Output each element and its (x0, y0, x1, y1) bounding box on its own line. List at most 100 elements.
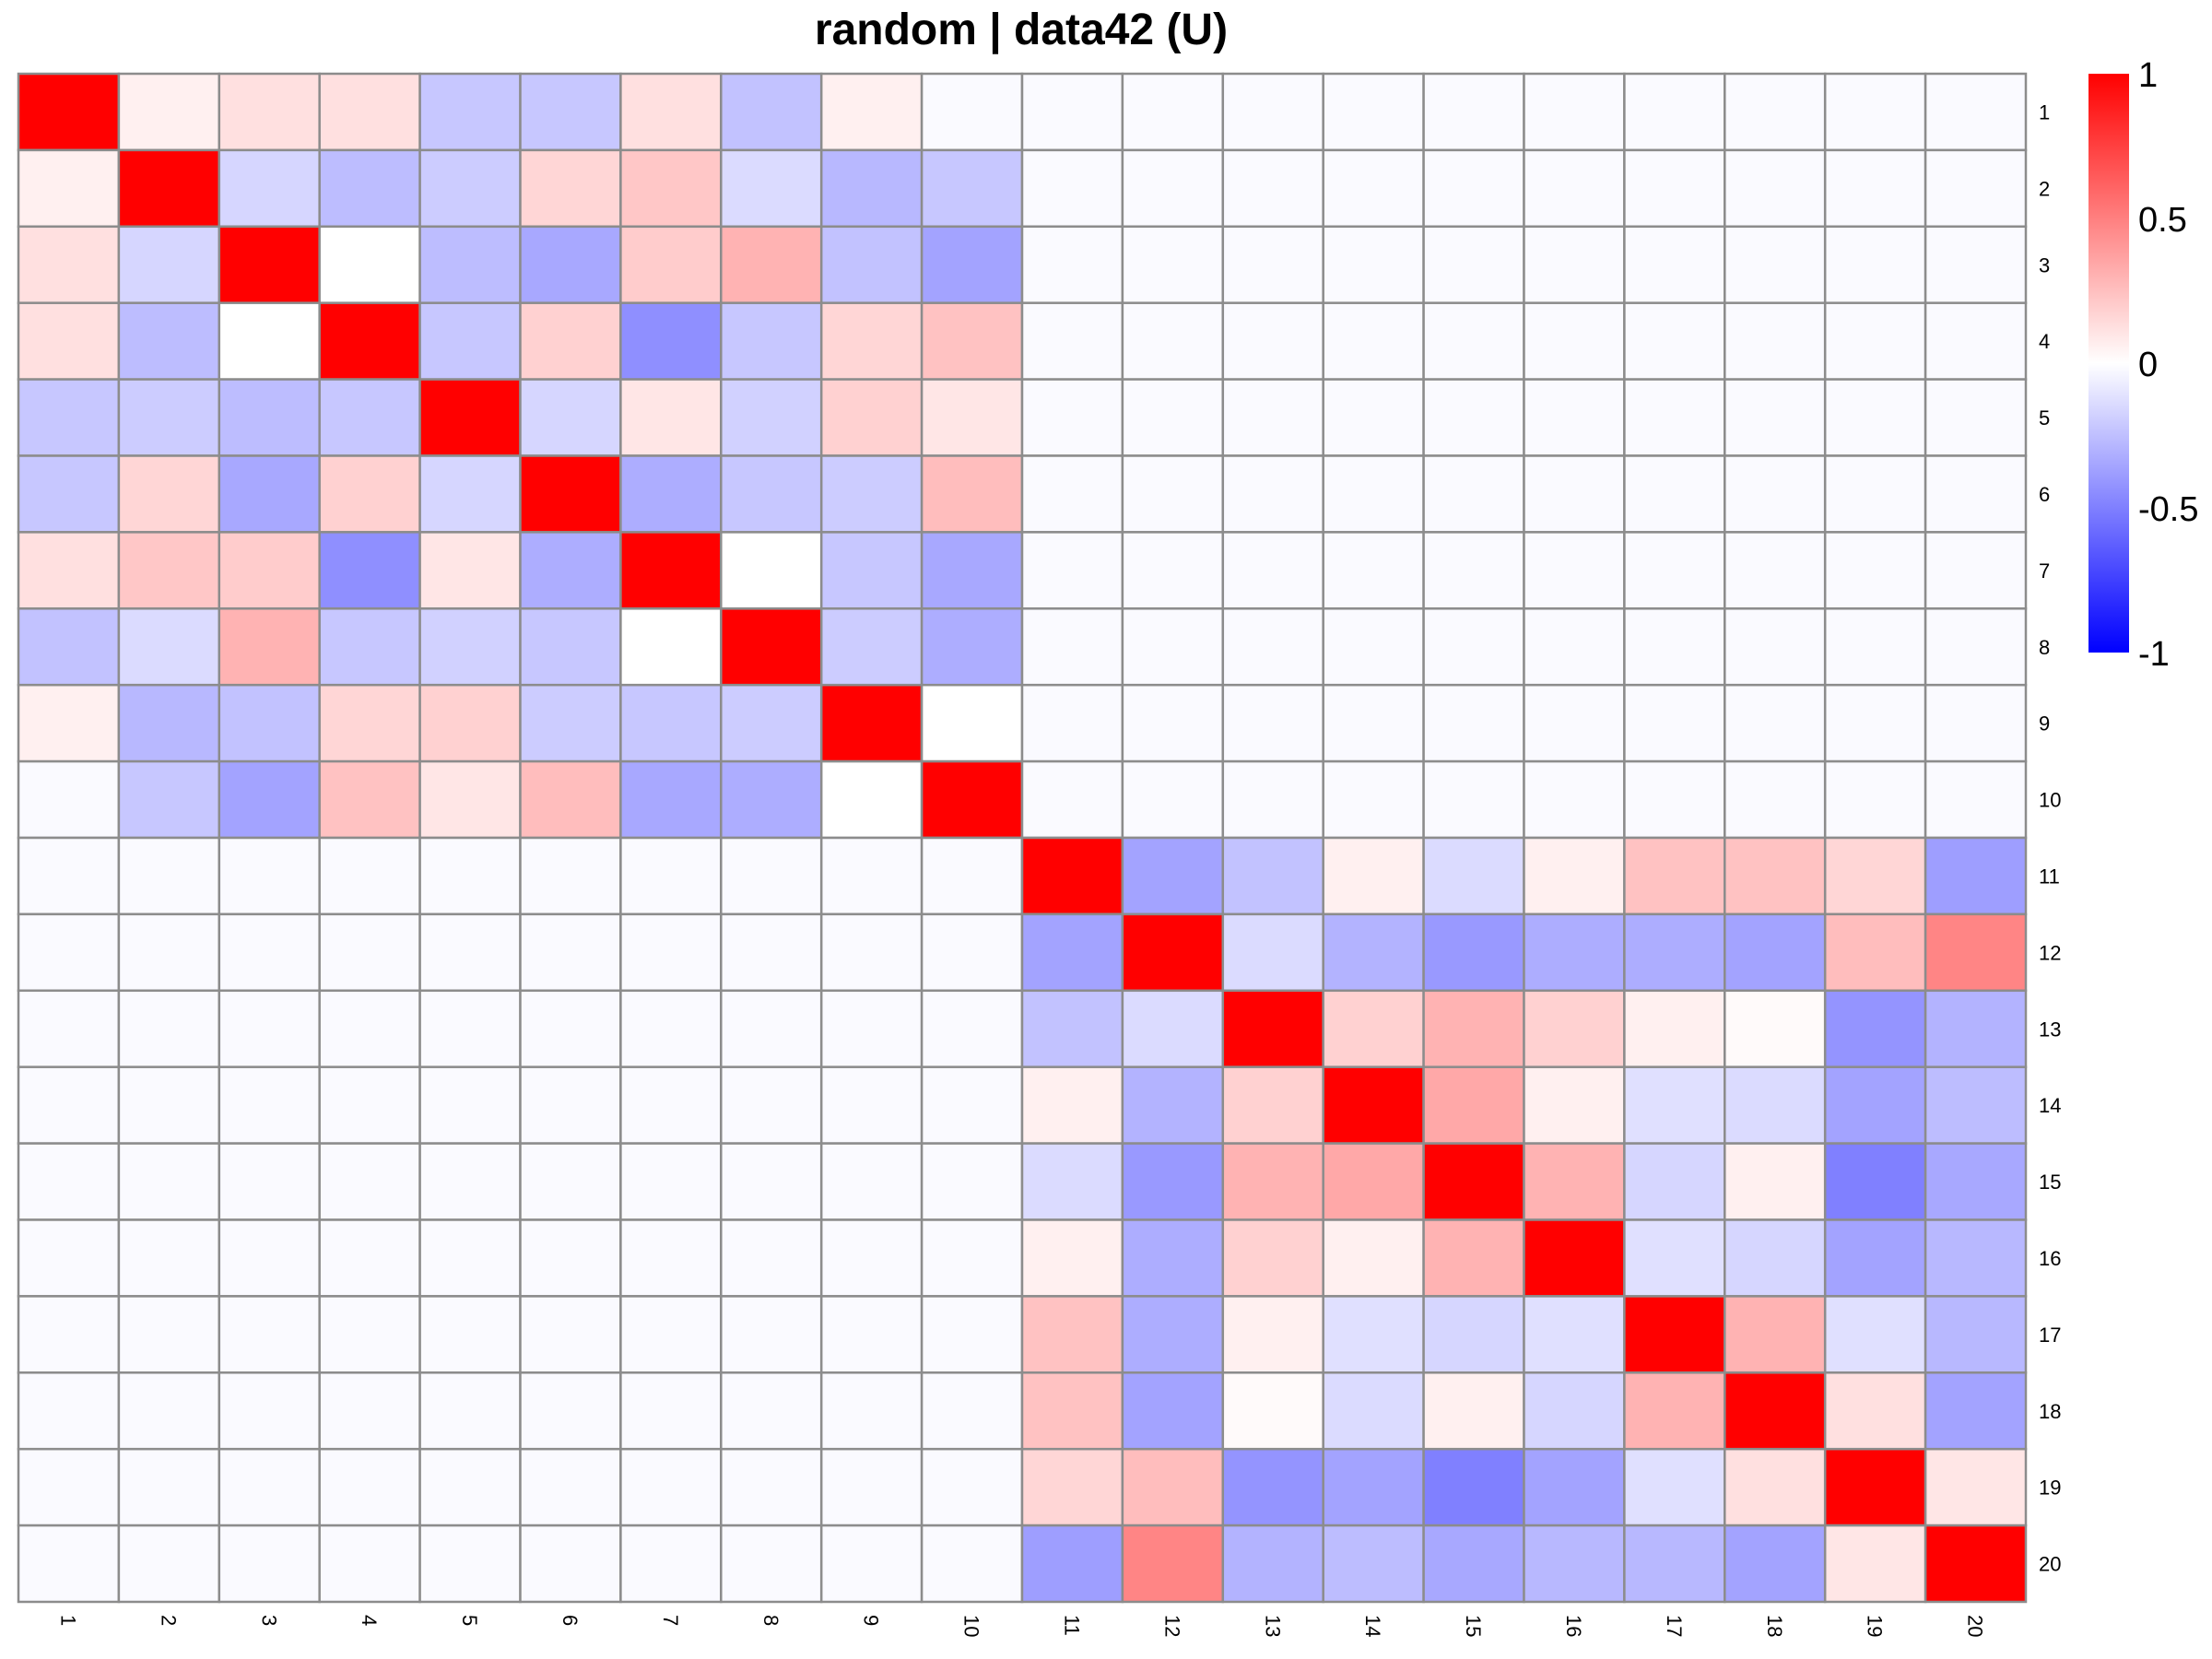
heatmap-cell-r3-c20 (1924, 225, 2028, 304)
row-label: 20 (2039, 1553, 2061, 1576)
heatmap-cell-r14-c4 (318, 1065, 421, 1145)
heatmap-cell-r13-c4 (318, 989, 421, 1068)
heatmap-cell-r9-c19 (1823, 683, 1927, 763)
heatmap-cell-r15-c3 (218, 1142, 321, 1221)
row-label: 1 (2039, 100, 2050, 124)
heatmap-cell-r10-c5 (418, 759, 522, 840)
row-label: 5 (2039, 406, 2050, 429)
row-label: 8 (2039, 636, 2050, 659)
color-legend-ticks: 1 0.5 0 -0.5 -1 (2138, 56, 2198, 674)
legend-tick-label: 0 (2138, 346, 2158, 384)
legend-tick-label: 0.5 (2138, 201, 2187, 240)
heatmap-cell-r19-c14 (1322, 1447, 1425, 1527)
heatmap-cell-r6-c4 (318, 454, 421, 534)
heatmap-cell-r8-c18 (1724, 607, 1827, 687)
heatmap-cell-r1-c12 (1121, 72, 1225, 152)
heatmap-cell-r11-c1 (17, 836, 121, 916)
column-labels: 1 2 3 4 5 6 7 8 9 10 11 12 13 14 15 16 17 18 19 20 (56, 1615, 1986, 1637)
heatmap-cell-r14-c2 (117, 1065, 221, 1145)
heatmap-cell-r1-c15 (1422, 72, 1525, 152)
heatmap-cell-r10-c17 (1623, 759, 1726, 840)
heatmap-cell-r20-c3 (218, 1524, 321, 1604)
heatmap-cell-r6-c10 (920, 454, 1024, 534)
heatmap-cell-r7-c19 (1823, 531, 1927, 610)
heatmap-cell-r10-c6 (519, 759, 622, 840)
heatmap-cell-r2-c16 (1523, 148, 1626, 229)
heatmap-cell-r15-c12 (1121, 1142, 1225, 1221)
heatmap-cell-r9-c7 (619, 683, 723, 763)
heatmap-cell-r17-c12 (1121, 1295, 1225, 1374)
row-label: 9 (2039, 712, 2050, 735)
heatmap-cell-r3-c14 (1322, 225, 1425, 304)
heatmap-cell-r6-c9 (819, 454, 924, 534)
heatmap-cell-r6-c2 (117, 454, 221, 534)
heatmap-cell-r10-c19 (1823, 759, 1927, 840)
heatmap-cell-r7-c1 (17, 531, 121, 610)
legend-tick-label: -0.5 (2138, 490, 2198, 529)
heatmap-cell-r19-c15 (1422, 1447, 1525, 1527)
heatmap-cell-r5-c6 (519, 378, 622, 457)
heatmap-cell-r7-c14 (1322, 531, 1425, 610)
row-label: 19 (2039, 1477, 2061, 1500)
heatmap-cell-r14-c11 (1020, 1065, 1124, 1145)
heatmap-cell-r5-c9 (819, 378, 924, 457)
heatmap-cell-r18-c20 (1924, 1371, 2028, 1451)
heatmap-cell-r8-c11 (1020, 607, 1124, 687)
heatmap-cell-r15-c19 (1823, 1142, 1927, 1221)
heatmap-cell-r6-c6 (519, 454, 622, 534)
heatmap-cell-r1-c3 (218, 72, 321, 152)
heatmap-cell-r17-c8 (720, 1295, 823, 1374)
heatmap-cell-r20-c18 (1724, 1524, 1827, 1604)
heatmap-cell-r15-c4 (318, 1142, 421, 1221)
heatmap-cell-r7-c18 (1724, 531, 1827, 610)
heatmap-cell-r11-c18 (1724, 836, 1827, 916)
heatmap-cell-r18-c1 (17, 1371, 121, 1451)
heatmap-cell-r11-c17 (1623, 836, 1726, 916)
heatmap-cell-r14-c10 (920, 1065, 1024, 1145)
heatmap-cell-r10-c16 (1523, 759, 1626, 840)
heatmap-cell-r18-c9 (819, 1371, 924, 1451)
heatmap-cell-r6-c14 (1322, 454, 1425, 534)
heatmap-cell-r16-c19 (1823, 1218, 1927, 1298)
heatmap-cell-r20-c10 (920, 1524, 1024, 1604)
heatmap-cell-r20-c11 (1020, 1524, 1124, 1604)
column-label: 2 (157, 1615, 180, 1626)
heatmap-cell-r3-c19 (1823, 225, 1927, 304)
heatmap-cell-r12-c11 (1020, 912, 1124, 993)
heatmap-cell-r18-c7 (619, 1371, 723, 1451)
heatmap-cell-r4-c6 (519, 301, 622, 381)
heatmap-cell-r9-c16 (1523, 683, 1626, 763)
heatmap-cell-r16-c15 (1422, 1218, 1525, 1298)
heatmap-cell-r12-c16 (1523, 912, 1626, 993)
heatmap-cell-r20-c8 (720, 1524, 823, 1604)
heatmap-cell-r2-c15 (1422, 148, 1525, 229)
heatmap-cell-r19-c9 (819, 1447, 924, 1527)
legend-tick-label: 1 (2138, 56, 2158, 95)
heatmap-cell-r7-c11 (1020, 531, 1124, 610)
color-legend-bar (2088, 74, 2129, 653)
heatmap-cell-r8-c10 (920, 607, 1024, 687)
color-legend: 1 0.5 0 -0.5 -1 (2088, 56, 2198, 674)
heatmap-cell-r20-c2 (117, 1524, 221, 1604)
heatmap-cell-r2-c17 (1623, 148, 1726, 229)
heatmap-cell-r10-c2 (117, 759, 221, 840)
heatmap-cell-r1-c4 (318, 72, 421, 152)
heatmap-cell-r7-c12 (1121, 531, 1225, 610)
heatmap-cell-r12-c7 (619, 912, 723, 993)
heatmap-cell-r1-c19 (1823, 72, 1927, 152)
heatmap-cell-r16-c10 (920, 1218, 1024, 1298)
heatmap-cell-r18-c15 (1422, 1371, 1525, 1451)
heatmap-cell-r17-c4 (318, 1295, 421, 1374)
heatmap-cell-r4-c11 (1020, 301, 1124, 381)
heatmap-cell-r9-c15 (1422, 683, 1525, 763)
heatmap-cell-r10-c20 (1924, 759, 2028, 840)
heatmap-cell-r12-c6 (519, 912, 622, 993)
heatmap-cell-r19-c13 (1221, 1447, 1324, 1527)
heatmap-cell-r5-c12 (1121, 378, 1225, 457)
heatmap-cell-r8-c3 (218, 607, 321, 687)
heatmap-cell-r2-c2 (117, 148, 221, 229)
heatmap-cell-r10-c18 (1724, 759, 1827, 840)
heatmap-cell-r9-c17 (1623, 683, 1726, 763)
heatmap-cell-r14-c14 (1322, 1065, 1425, 1145)
heatmap-cell-r2-c7 (619, 148, 723, 229)
